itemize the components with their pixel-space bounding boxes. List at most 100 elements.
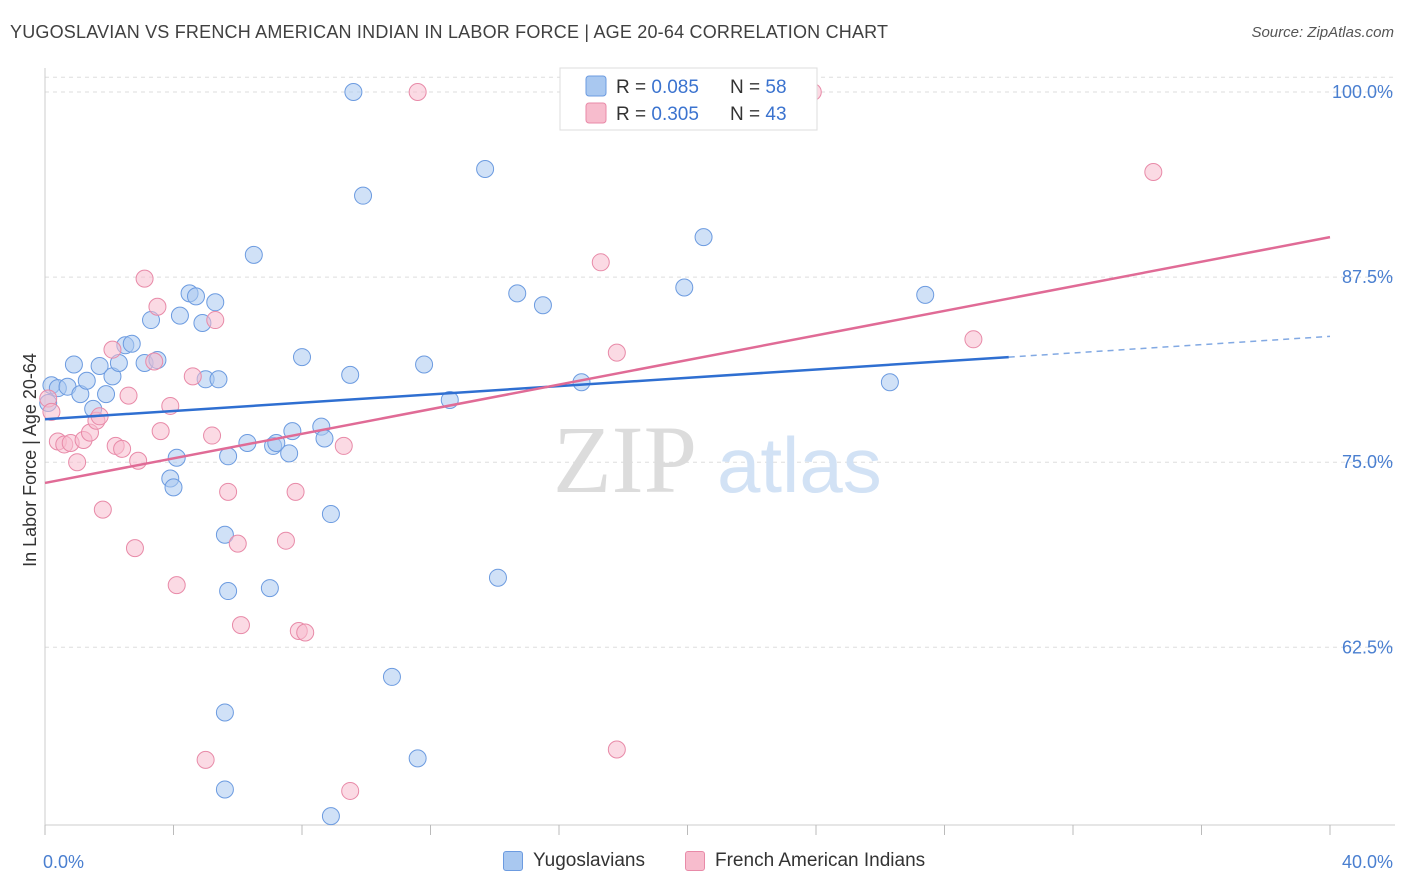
point-french-american-indian <box>334 436 353 455</box>
point-french-american-indian <box>167 576 186 595</box>
point-yugoslavian <box>77 371 96 390</box>
watermark: ZIP atlas <box>553 406 882 513</box>
point-french-american-indian <box>206 311 225 330</box>
gridlines <box>45 76 1395 648</box>
point-yugoslavian <box>97 385 116 404</box>
point-yugoslavian <box>321 807 340 826</box>
point-french-american-indian <box>125 539 144 558</box>
point-french-american-indian <box>964 330 983 349</box>
point-french-american-indian <box>296 623 315 642</box>
legend-label-french-american-indians: French American Indians <box>715 850 926 871</box>
point-french-american-indian <box>196 750 215 769</box>
legend-r-value-2: 0.305 <box>651 104 699 125</box>
point-french-american-indian <box>93 500 112 519</box>
legend-top: R = 0.085 N = 58 R = 0.305 N = 43 <box>559 67 818 131</box>
legend-r-label-2: R = <box>616 104 651 125</box>
legend-swatch-blue <box>503 851 523 871</box>
point-yugoslavian <box>408 749 427 768</box>
legend-swatch-pink <box>685 851 705 871</box>
watermark-atlas: atlas <box>717 421 882 509</box>
trend-line-yugoslavians-extension <box>1008 335 1331 358</box>
trend-line-french-american-indians <box>44 235 1331 485</box>
trend-line-yugoslavians <box>44 355 1009 421</box>
y-tick-label: 100.0% <box>1332 82 1393 102</box>
point-french-american-indian <box>42 402 61 421</box>
chart-source: Source: ZipAtlas.com <box>1251 24 1394 41</box>
point-french-american-indian <box>591 253 610 272</box>
point-french-american-indian <box>68 453 87 472</box>
y-axis-label: In Labor Force | Age 20-64 <box>20 353 40 567</box>
point-yugoslavian <box>488 568 507 587</box>
point-french-american-indian <box>145 352 164 371</box>
point-yugoslavian <box>354 186 373 205</box>
axes <box>44 68 1395 835</box>
point-yugoslavian <box>382 667 401 686</box>
point-yugoslavian <box>215 703 234 722</box>
legend-top-swatch-blue <box>585 75 607 97</box>
trend-lines <box>44 235 1331 485</box>
point-yugoslavian <box>675 278 694 297</box>
legend-r-value-1: 0.085 <box>651 77 699 98</box>
point-yugoslavian <box>215 525 234 544</box>
point-yugoslavian <box>209 370 228 389</box>
point-yugoslavian <box>90 356 109 375</box>
x-tick-label: 40.0% <box>1342 852 1393 872</box>
point-yugoslavian <box>476 160 495 179</box>
watermark-zip: ZIP <box>553 406 697 513</box>
point-yugoslavian <box>122 334 141 353</box>
point-yugoslavian <box>321 505 340 524</box>
point-french-american-indian <box>341 781 360 800</box>
y-tick-label: 62.5% <box>1342 637 1393 657</box>
point-french-american-indian <box>276 531 295 550</box>
point-french-american-indian <box>408 83 427 102</box>
legend-n-value-2: 43 <box>765 104 786 125</box>
legend-n-label-2: N = <box>730 104 765 125</box>
svg-text:N = 58: N = 58 <box>730 77 787 98</box>
point-french-american-indian <box>219 482 238 501</box>
point-french-american-indian <box>135 269 154 288</box>
legend-n-label-1: N = <box>730 77 765 98</box>
point-french-american-indian <box>103 340 122 359</box>
point-french-american-indian <box>119 386 138 405</box>
point-french-american-indian <box>286 482 305 501</box>
point-yugoslavian <box>215 780 234 799</box>
point-yugoslavian <box>880 373 899 392</box>
point-yugoslavian <box>315 429 334 448</box>
legend-r-label-1: R = <box>616 77 651 98</box>
point-yugoslavian <box>170 306 189 325</box>
point-yugoslavian <box>341 365 360 384</box>
point-yugoslavian <box>533 296 552 315</box>
point-french-american-indian <box>183 367 202 386</box>
point-yugoslavian <box>244 245 263 264</box>
legend-label-yugoslavians: Yugoslavians <box>533 850 645 871</box>
svg-text:N = 43: N = 43 <box>730 104 787 125</box>
svg-text:R = 0.085: R = 0.085 <box>616 77 699 98</box>
point-french-american-indian <box>607 343 626 362</box>
point-french-american-indian <box>113 439 132 458</box>
point-yugoslavian <box>219 447 238 466</box>
point-french-american-indian <box>151 422 170 441</box>
legend-top-swatch-pink <box>585 102 607 124</box>
svg-text:R = 0.305: R = 0.305 <box>616 104 699 125</box>
point-french-american-indian <box>228 534 247 553</box>
legend-n-value-1: 58 <box>765 77 786 98</box>
tick-labels: 62.5% 75.0% 87.5% 100.0% 0.0% 40.0% <box>43 82 1393 872</box>
point-yugoslavian <box>916 285 935 304</box>
y-tick-label: 87.5% <box>1342 267 1393 287</box>
chart-title: YUGOSLAVIAN VS FRENCH AMERICAN INDIAN IN… <box>10 22 889 42</box>
point-french-american-indian <box>148 297 167 316</box>
point-yugoslavian <box>280 444 299 463</box>
point-french-american-indian <box>607 740 626 759</box>
point-yugoslavian <box>64 355 83 374</box>
legend-item-yugoslavians: Yugoslavians <box>503 850 645 872</box>
point-yugoslavian <box>186 287 205 306</box>
point-french-american-indian <box>231 616 250 635</box>
point-yugoslavian <box>164 478 183 497</box>
point-french-american-indian <box>203 426 222 445</box>
legend-item-french-american-indians: French American Indians <box>685 850 925 872</box>
point-yugoslavian <box>219 582 238 601</box>
y-tick-label: 75.0% <box>1342 452 1393 472</box>
point-yugoslavian <box>293 348 311 367</box>
point-yugoslavian <box>415 355 434 374</box>
